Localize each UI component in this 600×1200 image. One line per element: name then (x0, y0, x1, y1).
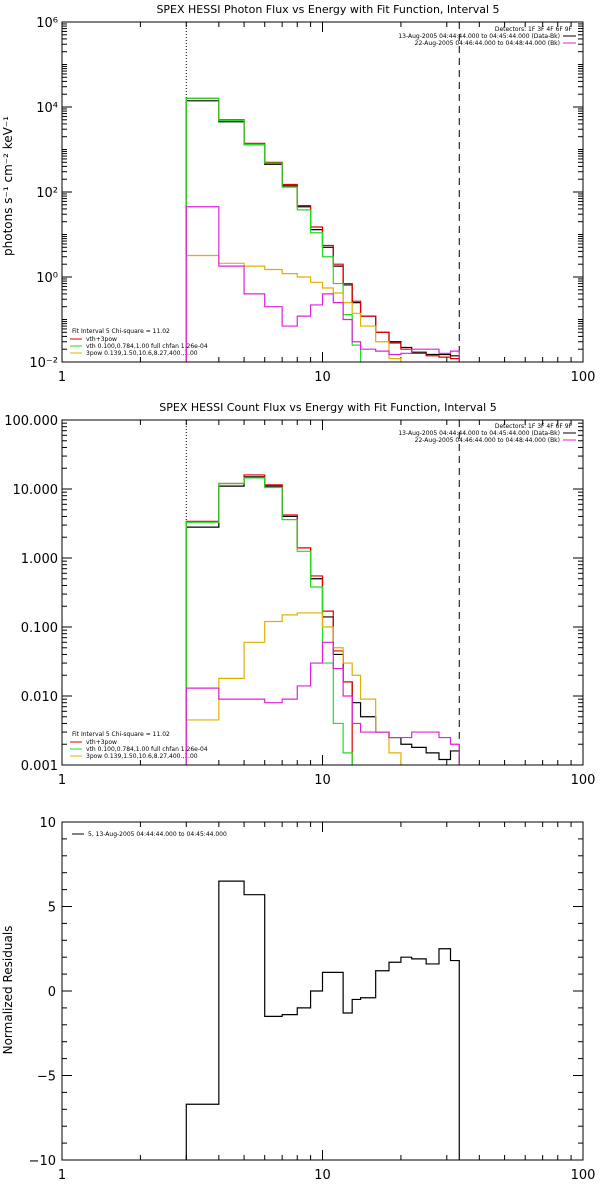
photon-fit-legend: Fit Interval 5 Chi-square = 11.02 vth+3p… (70, 328, 208, 357)
count-fit-legend: Fit Interval 5 Chi-square = 11.02 vth+3p… (70, 731, 208, 760)
count-fit-chi-label: Fit Interval 5 Chi-square = 11.02 (72, 731, 170, 738)
count-info-box: Detectors: 1F 3F 4F 6F 9F 13-Aug-2005 04… (398, 423, 576, 444)
count-fit-total-label: vth+3pow (86, 739, 117, 746)
residuals-panel: Normalized Residuals 5, 13-Aug-2005 04:4… (1, 816, 595, 1183)
photon-series-group (186, 98, 459, 382)
count-panel-title: SPEX HESSI Count Flux vs Energy with Fit… (159, 401, 496, 414)
residuals-x-tick-label: 100 (571, 1168, 596, 1183)
photon-info-box: Detectors: 1F 3F 4F 6F 9F 13-Aug-2005 04… (398, 26, 576, 47)
photon-plot-frame (62, 22, 583, 362)
count-x-tick-label: 100 (571, 773, 596, 788)
photon-y-tick-label: 10⁶ (36, 16, 58, 31)
count-y-tick-label: 0.001 (21, 759, 58, 774)
photon-flux-panel: SPEX HESSI Photon Flux vs Energy with Fi… (1, 3, 595, 385)
count-x-tick-label: 10 (314, 773, 331, 788)
count-data-interval-label: 13-Aug-2005 04:44:44.000 to 04:45:44.000… (398, 430, 560, 437)
residuals-y-axis-label: Normalized Residuals (1, 926, 15, 1055)
residuals-x-tick-label: 1 (58, 1168, 66, 1183)
photon-y-tick-label: 10⁻² (29, 356, 58, 371)
photon-fit-chi-label: Fit Interval 5 Chi-square = 11.02 (72, 328, 170, 335)
count-flux-panel: SPEX HESSI Count Flux vs Energy with Fit… (4, 401, 595, 788)
photon-x-tick-label: 1 (58, 370, 66, 385)
count-y-tick-label: 10.000 (13, 483, 59, 498)
residuals-y-tick-label: −5 (37, 1070, 56, 1085)
residuals-y-tick-label: 5 (48, 901, 56, 916)
count-y-tick-label: 0.010 (21, 690, 58, 705)
photon-fit-pow-label: 3pow 0.139,1.50,10.6,8.27,400.,1.00 (86, 350, 198, 357)
photon-panel-title: SPEX HESSI Photon Flux vs Energy with Fi… (156, 3, 499, 16)
count-series-vth (186, 478, 352, 785)
count-bk-interval-label: 22-Aug-2005 04:46:44.000 to 04:48:44.000… (415, 437, 560, 444)
photon-y-tick-label: 10⁰ (36, 271, 58, 286)
photon-y-tick-label: 10² (36, 186, 58, 201)
photon-bk-interval-label: 22-Aug-2005 04:46:44.000 to 04:48:44.000… (415, 40, 560, 47)
count-x-tick-label: 1 (58, 773, 66, 788)
photon-x-tick-label: 100 (571, 370, 596, 385)
count-fit-pow-label: 3pow 0.139,1.50,10.6,8.27,400.,1.00 (86, 753, 198, 760)
photon-data-interval-label: 13-Aug-2005 04:44:44.000 to 04:45:44.000… (398, 33, 560, 40)
residuals-series-group (186, 881, 459, 1180)
photon-fit-vth-label: vth 0.100,0.784,1.00 full chfan 1.26e-04 (86, 343, 208, 350)
photon-detectors-label: Detectors: 1F 3F 4F 6F 9F (495, 26, 573, 33)
photon-y-tick-label: 10⁴ (36, 101, 58, 116)
photon-series-3pow (186, 256, 401, 382)
count-fit-vth-label: vth 0.100,0.784,1.00 full chfan 1.26e-04 (86, 746, 208, 753)
residuals-x-tick-label: 10 (314, 1168, 331, 1183)
count-y-tick-label: 100.000 (4, 414, 58, 429)
count-y-tick-label: 0.100 (21, 621, 58, 636)
count-series-vth-3pow (186, 475, 352, 785)
residuals-y-tick-label: −10 (29, 1154, 56, 1169)
photon-x-tick-label: 10 (314, 370, 331, 385)
count-series-group (186, 475, 459, 785)
photon-fit-total-label: vth+3pow (86, 336, 117, 343)
count-detectors-label: Detectors: 1F 3F 4F 6F 9F (495, 423, 573, 430)
residuals-series-5 (186, 881, 459, 1180)
residuals-legend-label: 5, 13-Aug-2005 04:44:44.000 to 04:45:44.… (88, 831, 227, 838)
residuals-y-tick-label: 10 (39, 816, 56, 831)
residuals-y-tick-label: 0 (48, 985, 56, 1000)
photon-y-axis-label: photons s⁻¹ cm⁻² keV⁻¹ (1, 116, 15, 256)
photon-series-vth (186, 98, 375, 382)
count-y-tick-label: 1.000 (21, 552, 58, 567)
